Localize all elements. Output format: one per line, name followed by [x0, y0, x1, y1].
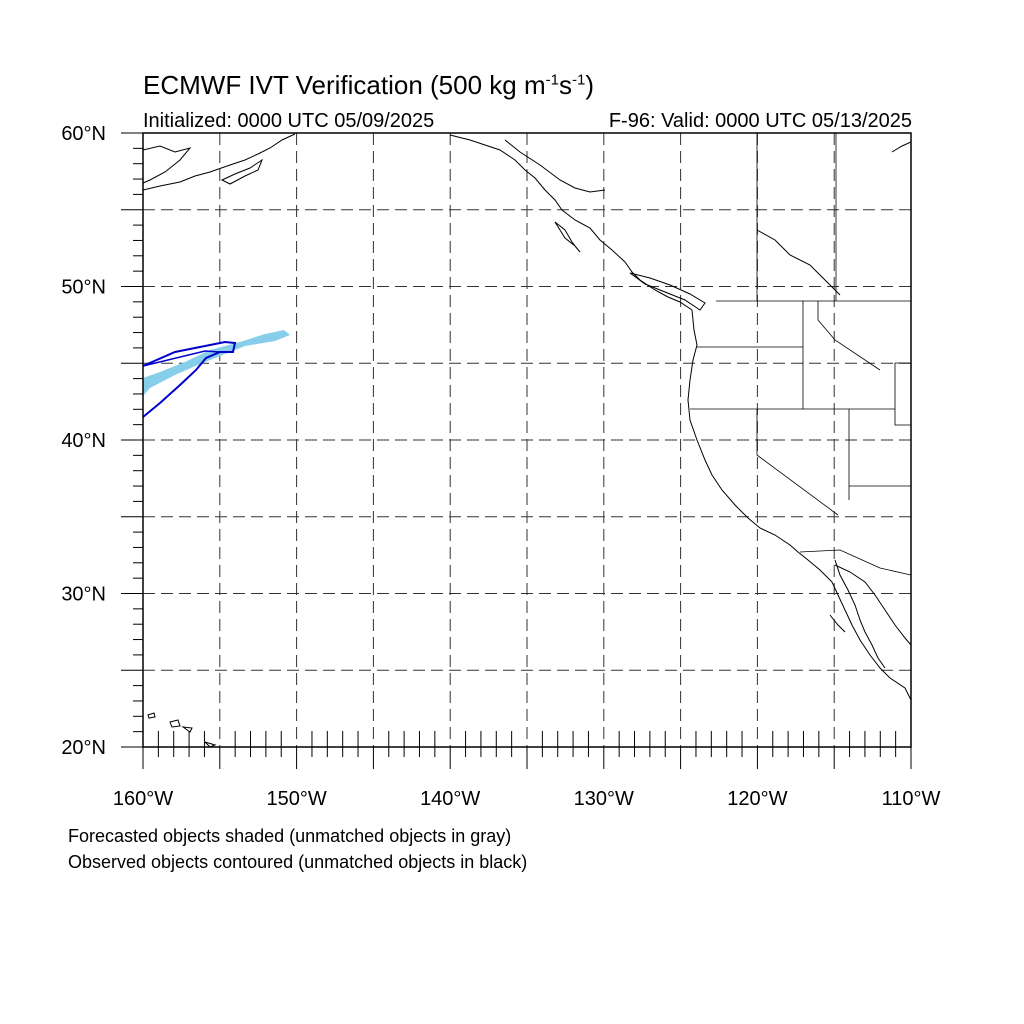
lat-tick-label: 60°N	[61, 123, 106, 145]
chart-title: ECMWF IVT Verification (500 kg m-1s-1)	[143, 70, 594, 100]
observed-object-contour-inner	[143, 350, 221, 367]
lat-tick-label: 20°N	[61, 737, 106, 759]
longitude-labels: 160°W 150°W 140°W 130°W 120°W 110°W	[113, 788, 941, 810]
coastlines	[143, 133, 911, 701]
initialized-label: Initialized: 0000 UTC 05/09/2025	[143, 110, 435, 132]
forecast-object-shaded	[143, 330, 290, 396]
observed-object-contour	[143, 340, 237, 418]
lon-tick-label: 120°W	[727, 788, 787, 810]
lon-tick-label: 140°W	[420, 788, 480, 810]
lon-tick-label: 150°W	[266, 788, 326, 810]
lon-tick-label: 130°W	[574, 788, 634, 810]
lat-tick-label: 40°N	[61, 430, 106, 452]
lon-tick-label: 160°W	[113, 788, 173, 810]
borders	[690, 133, 911, 576]
hawaii-islands	[147, 712, 217, 747]
lat-tick-label: 30°N	[61, 584, 106, 606]
legend-observed: Observed objects contoured (unmatched ob…	[68, 852, 528, 872]
lat-tick-label: 50°N	[61, 277, 106, 299]
latitude-labels: 60°N 50°N 40°N 30°N 20°N	[61, 123, 106, 759]
axis-ticks	[121, 132, 912, 769]
gridlines	[143, 133, 911, 747]
legend-forecast: Forecasted objects shaded (unmatched obj…	[68, 826, 512, 846]
valid-time-label: F-96: Valid: 0000 UTC 05/13/2025	[608, 110, 912, 132]
lon-tick-label: 110°W	[882, 788, 941, 810]
